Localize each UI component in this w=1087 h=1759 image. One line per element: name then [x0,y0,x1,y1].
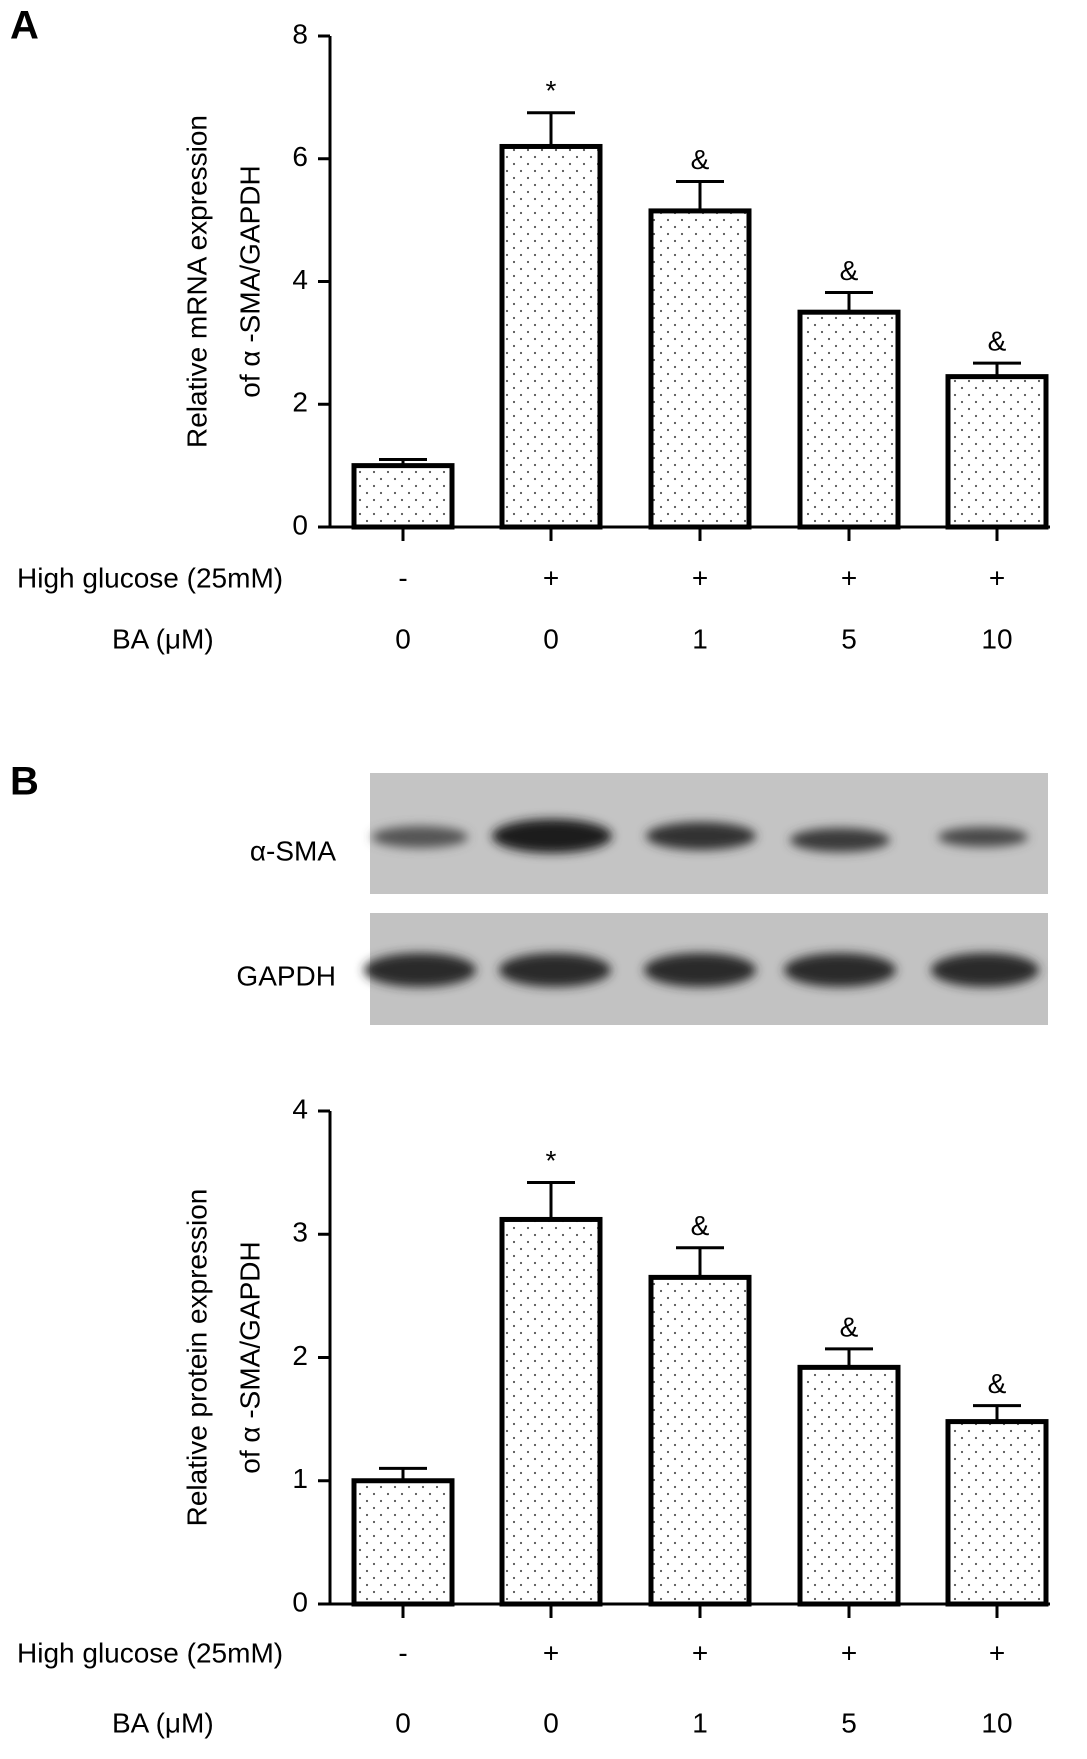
condition-label: High glucose (25mM) [17,562,283,593]
y-tick-label: 0 [292,1586,308,1617]
y-tick-label: 1 [292,1463,308,1494]
annotation: & [840,1311,859,1342]
condition-value: + [543,562,559,593]
western-blot [364,773,1048,1025]
annotation: & [691,144,710,175]
annotation: & [840,255,859,286]
annotation: & [988,326,1007,357]
condition-value: + [841,562,857,593]
y-axis-label: Relative mRNA expression [181,115,212,448]
condition-value: 0 [543,1707,559,1738]
y-tick-label: 6 [292,141,308,172]
bar [945,1419,1049,1607]
condition-value: 10 [981,623,1012,654]
condition-value: 1 [692,623,708,654]
condition-value: - [398,562,407,593]
bar [648,208,752,530]
condition-value: 0 [395,1707,411,1738]
condition-value: + [543,1637,559,1668]
y-tick-label: 4 [292,1093,308,1124]
y-tick-label: 4 [292,264,308,295]
bar [945,374,1049,530]
blot-bands [364,819,1039,987]
condition-value: + [989,1637,1005,1668]
bar [648,1274,752,1607]
y-tick-label: 8 [292,18,308,49]
condition-value: 0 [395,623,411,654]
condition-value: 0 [543,623,559,654]
condition-label: BA (μM) [112,623,214,654]
condition-value: + [989,562,1005,593]
condition-value: 5 [841,623,857,654]
condition-label: BA (μM) [112,1707,214,1738]
condition-value: + [841,1637,857,1668]
y-axis-label: Relative protein expression [181,1189,212,1527]
y-axis-label: of α -SMA/GAPDH [234,165,265,397]
condition-value: - [398,1637,407,1668]
blot-row-label: α-SMA [250,835,337,866]
bar [797,309,901,530]
bar [351,1478,455,1607]
condition-label: High glucose (25mM) [17,1637,283,1668]
condition-value: 10 [981,1707,1012,1738]
bar [499,1216,603,1607]
bar [351,463,455,530]
condition-value: 1 [692,1707,708,1738]
y-tick-label: 2 [292,387,308,418]
annotation: * [546,1145,557,1176]
bar [797,1364,901,1607]
condition-value: + [692,562,708,593]
y-tick-label: 2 [292,1340,308,1371]
panel-label: A [10,4,39,48]
annotation: & [988,1368,1007,1399]
condition-value: 5 [841,1707,857,1738]
y-axis-label: of α -SMA/GAPDH [234,1241,265,1473]
annotation: * [546,75,557,106]
panel-label: B [10,760,39,804]
annotation: & [691,1210,710,1241]
condition-value: + [692,1637,708,1668]
bar [499,143,603,530]
y-tick-label: 3 [292,1217,308,1248]
y-tick-label: 0 [292,509,308,540]
blot-row-label: GAPDH [236,960,336,991]
